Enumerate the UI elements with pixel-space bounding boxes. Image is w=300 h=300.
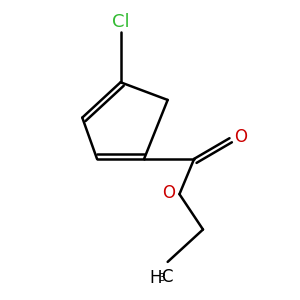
Text: O: O: [162, 184, 175, 202]
Text: Cl: Cl: [112, 13, 129, 31]
Text: H: H: [150, 269, 162, 287]
Text: O: O: [234, 128, 247, 146]
Text: C: C: [161, 268, 172, 286]
Text: 3: 3: [158, 273, 165, 283]
